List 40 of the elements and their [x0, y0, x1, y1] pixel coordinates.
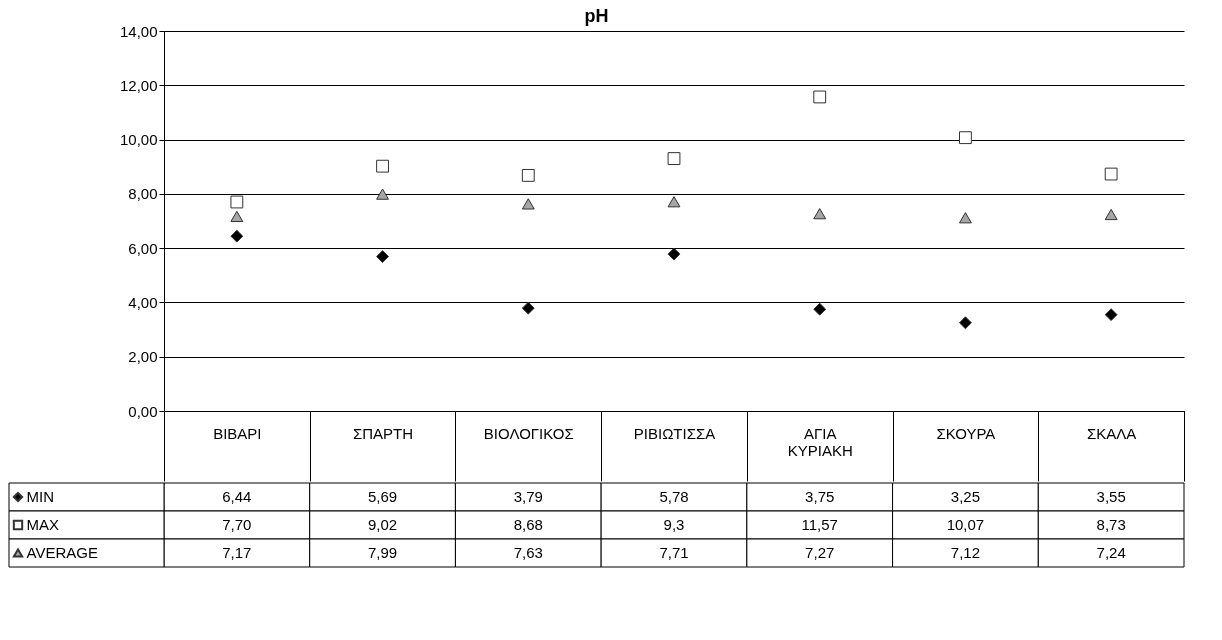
y-tick-label: 8,00: [128, 185, 158, 203]
y-tick-label: 0,00: [128, 402, 158, 420]
data-label: 7,70: [222, 516, 252, 533]
x-tick-label: ΡΙΒΙΩΤΙΣΣΑ: [633, 424, 716, 442]
y-tick-label: 14,00: [119, 22, 158, 40]
data-label: 7,71: [659, 544, 689, 561]
x-tick-label: ΒΙΒΑΡΙ: [213, 424, 262, 442]
y-tick-label: 4,00: [128, 293, 158, 311]
data-label: 8,68: [513, 516, 543, 533]
data-label: 8,73: [1096, 516, 1126, 533]
x-tick-label: ΑΓΙΑ ΚΥΡΙΑΚΗ: [787, 424, 853, 459]
x-tick-label: ΒΙΟΛΟΓΙΚΟΣ: [483, 424, 574, 442]
legend-label: MIN: [26, 488, 54, 505]
x-tick-label: ΣΠΑΡΤΗ: [353, 424, 414, 442]
data-label: 3,75: [805, 488, 835, 505]
data-label: 5,69: [367, 488, 398, 505]
data-label: 7,17: [222, 544, 252, 561]
data-label: 3,79: [513, 488, 543, 505]
y-tick-label: 10,00: [119, 131, 158, 149]
data-label: 3,25: [950, 488, 981, 505]
data-label: 9,02: [367, 516, 398, 533]
y-tick-label: 6,00: [128, 239, 158, 257]
x-tick-label: ΣΚΟΥΡΑ: [936, 424, 996, 442]
data-label: 11,57: [801, 516, 838, 533]
data-label: 7,24: [1096, 544, 1126, 561]
y-tick-label: 12,00: [119, 76, 158, 94]
legend-label: MAX: [26, 516, 60, 533]
x-tick-label: ΣΚΑΛΑ: [1086, 424, 1137, 442]
data-label: 7,63: [513, 544, 543, 561]
y-tick-label: 2,00: [128, 348, 158, 366]
data-label: 10,07: [946, 516, 985, 533]
data-label: 9,3: [663, 516, 685, 533]
data-label: 7,12: [950, 544, 981, 561]
data-label: 3,55: [1096, 488, 1126, 505]
data-label: 7,27: [805, 544, 835, 561]
legend-label: AVERAGE: [26, 544, 98, 561]
data-label: 7,99: [367, 544, 398, 561]
chart-title: pH: [584, 6, 609, 26]
data-label: 6,44: [222, 488, 252, 505]
data-label: 5,78: [659, 488, 689, 505]
